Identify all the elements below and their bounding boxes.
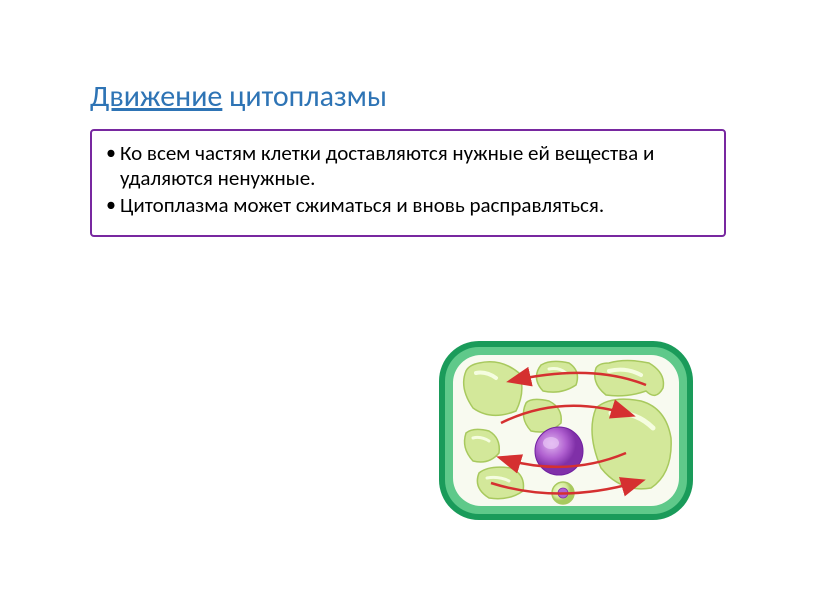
bullet-marker: • — [106, 141, 116, 191]
bullet-item: • Цитоплазма может сжиматься и вновь рас… — [106, 193, 710, 218]
title-underlined-part: Движение — [90, 78, 222, 115]
slide-container: Движение цитоплазмы • Ко всем частям кле… — [0, 0, 816, 613]
bullet-text: Цитоплазма может сжиматься и вновь распр… — [120, 193, 710, 218]
content-box: • Ко всем частям клетки доставляются нуж… — [90, 129, 726, 237]
title-rest-part: цитоплазмы — [222, 78, 387, 115]
bullet-marker: • — [106, 193, 116, 218]
cell-diagram — [431, 333, 701, 528]
bullet-text: Ко всем частям клетки доставляются нужны… — [120, 141, 710, 191]
slide-title: Движение цитоплазмы — [90, 78, 726, 115]
bullet-item: • Ко всем частям клетки доставляются нуж… — [106, 141, 710, 191]
